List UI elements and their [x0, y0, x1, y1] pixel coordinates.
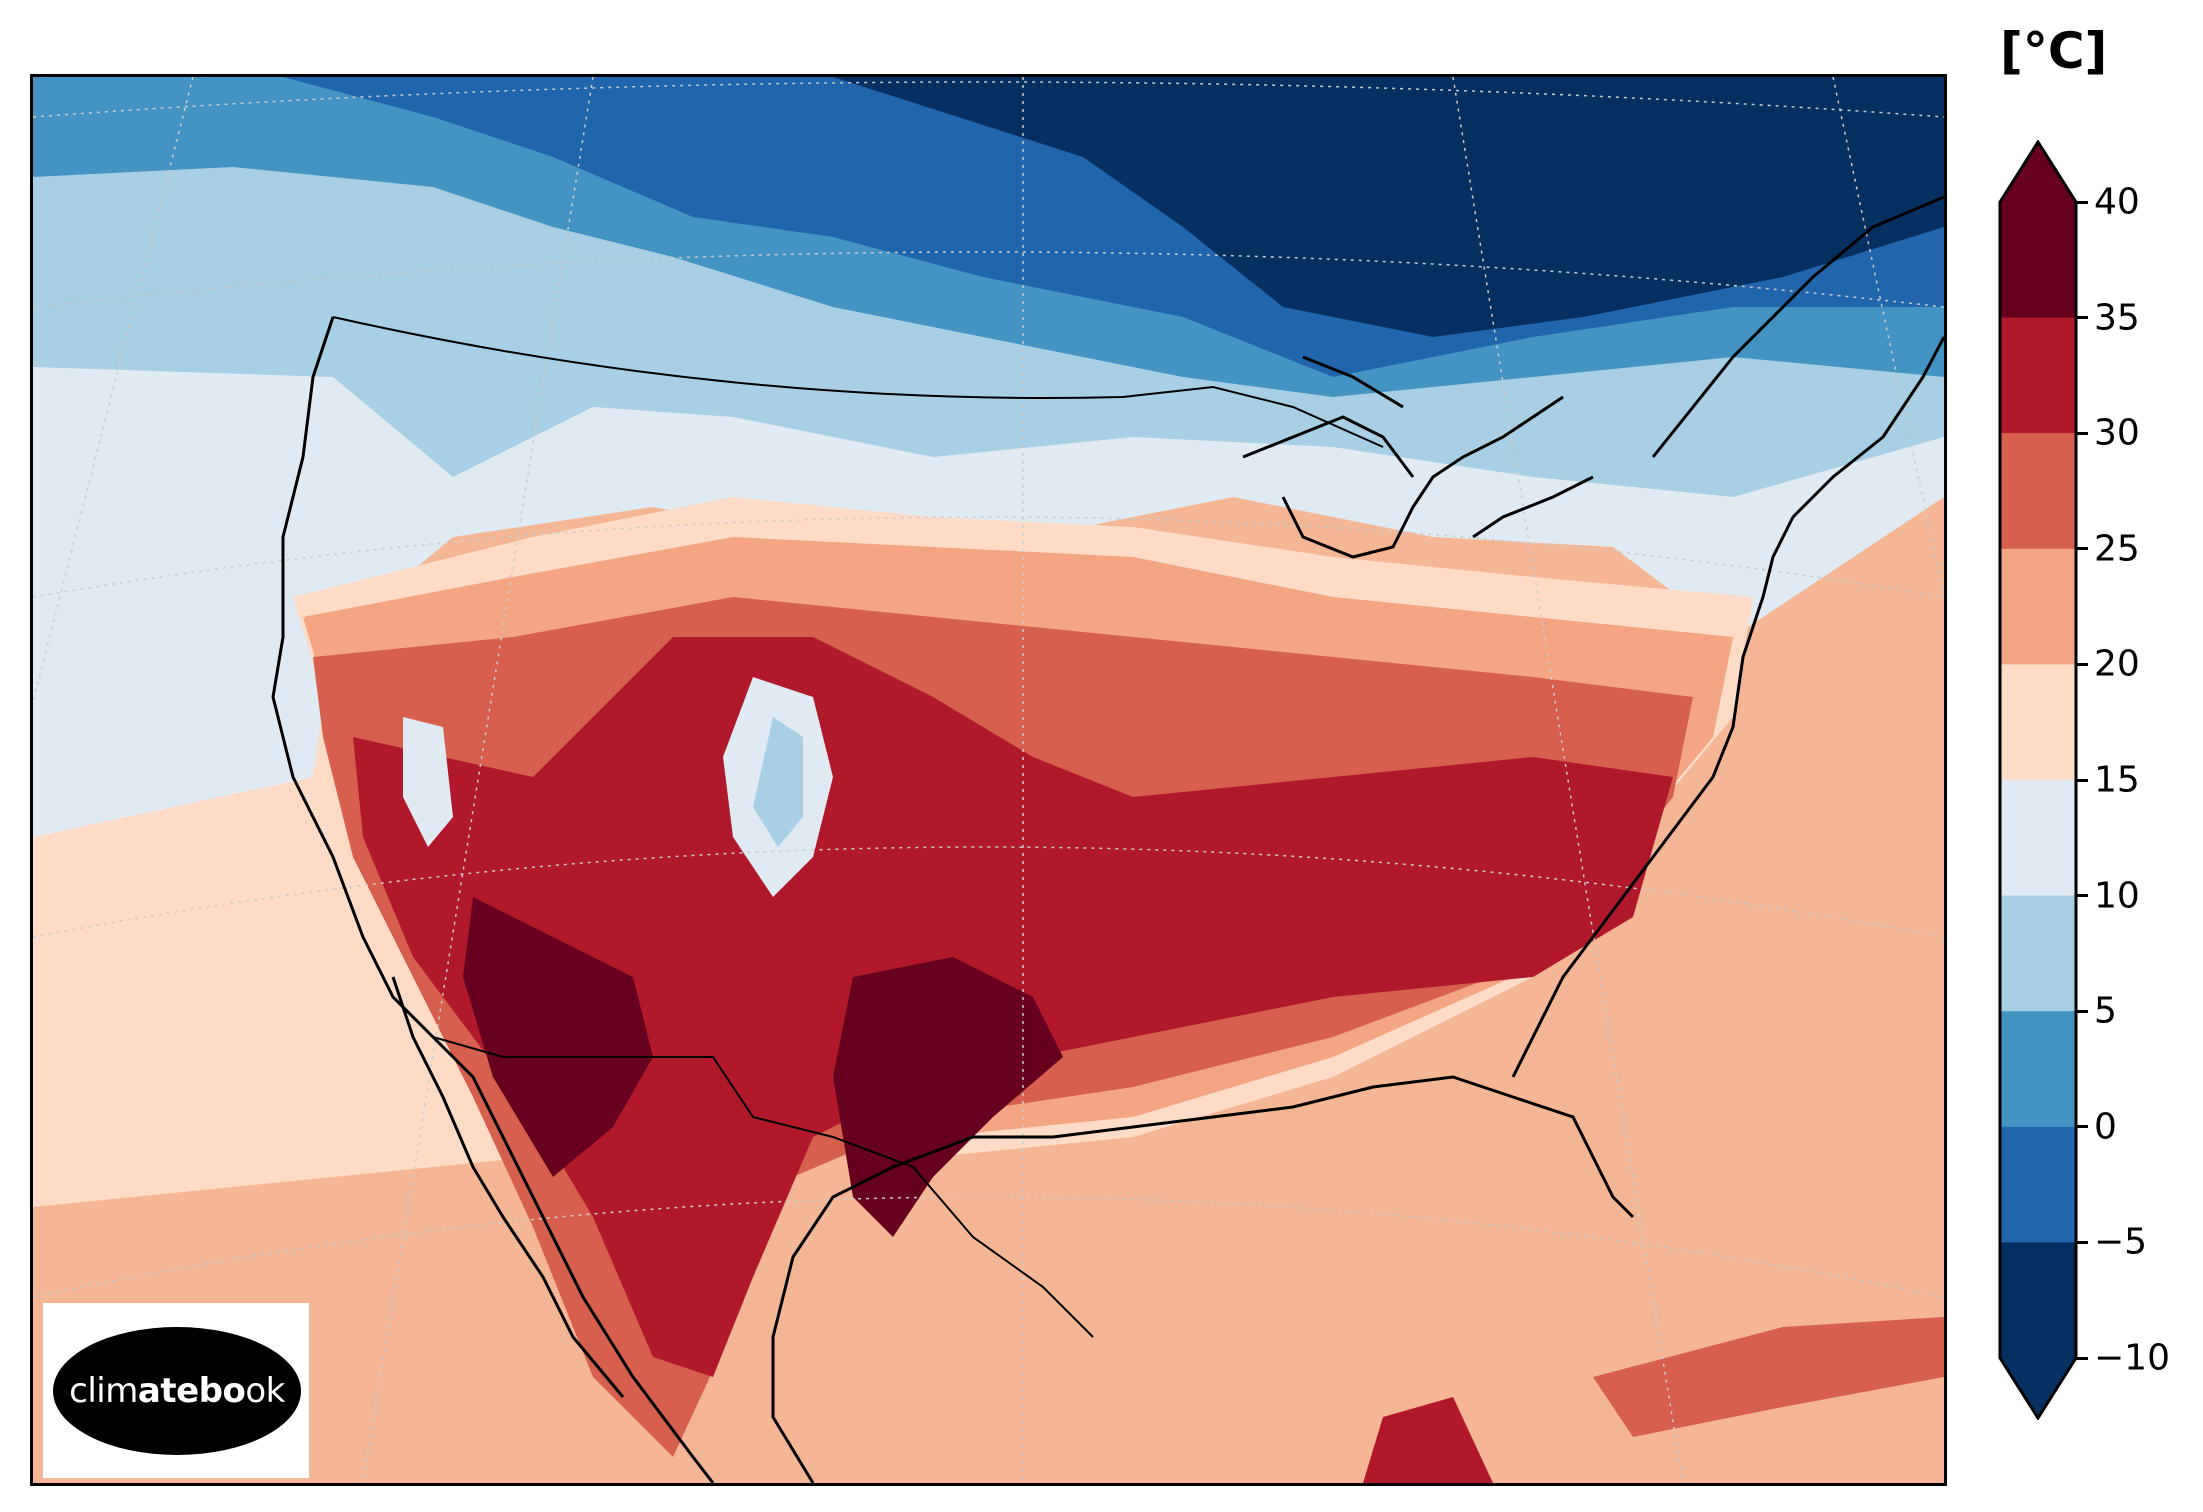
region-land-35-40-southwest	[463, 897, 653, 1177]
colorbar-tick-label: −5	[2094, 1221, 2148, 1263]
colorbar-tick-mark	[2076, 1240, 2088, 1244]
colorbar-bin	[2000, 1242, 2076, 1359]
colorbar-bin	[2000, 433, 2076, 550]
temperature-map: climatebook	[30, 74, 1947, 1486]
colorbar-tick-mark	[2076, 200, 2088, 204]
logo-text-bold: atebo	[137, 1371, 246, 1411]
region-cuba	[1593, 1317, 1944, 1437]
colorbar-tick-mark	[2076, 894, 2088, 898]
climatebook-logo: climatebook	[43, 1303, 309, 1478]
borders	[332, 316, 1384, 1338]
region-cascades-cool	[403, 717, 453, 847]
colorbar-tick-mark	[2076, 547, 2088, 551]
colorbar-tick-label: 5	[2094, 990, 2117, 1032]
colorbar-tick-label: 15	[2094, 759, 2140, 801]
colorbar-bin	[2000, 202, 2076, 319]
colorbar-tick-label: 40	[2094, 181, 2140, 223]
colorbar-bin	[2000, 895, 2076, 1012]
logo-text-light: clim	[69, 1371, 138, 1411]
colorbar-extend-bottom	[2000, 1358, 2076, 1418]
colorbar	[1998, 140, 2078, 1420]
colorbar-tick-label: 10	[2094, 875, 2140, 917]
colorbar-tick-label: 30	[2094, 412, 2140, 454]
colorbar-tick-label: 0	[2094, 1106, 2117, 1148]
region-yucatan	[1363, 1397, 1493, 1483]
colorbar-tick-mark	[2076, 431, 2088, 435]
colorbar-bin	[2000, 1126, 2076, 1243]
coastlines	[271, 195, 1944, 1483]
region-north-neg10-neg5	[833, 77, 1944, 337]
colorbar-bin	[2000, 664, 2076, 781]
colorbar-tick-mark	[2076, 1125, 2088, 1129]
colorbar-tick-label: 20	[2094, 643, 2140, 685]
colorbar-tick-mark	[2076, 1356, 2088, 1360]
graticule	[33, 77, 1944, 1483]
colorbar-tick-mark	[2076, 778, 2088, 782]
colorbar-bin	[2000, 317, 2076, 434]
logo-text-end: ok	[245, 1371, 285, 1411]
logo-text: climatebook	[69, 1371, 285, 1411]
colorbar-unit-label: [°C]	[2000, 22, 2108, 80]
colorbar-bin	[2000, 780, 2076, 897]
map-canvas	[33, 77, 1944, 1483]
colorbar-tick-label: 35	[2094, 297, 2140, 339]
colorbar-bin	[2000, 548, 2076, 665]
region-rockies-cool-2	[753, 717, 803, 847]
colorbar-extend-top	[2000, 142, 2076, 202]
colorbar-tick-mark	[2076, 1009, 2088, 1013]
colorbar-tick-mark	[2076, 662, 2088, 666]
colorbar-tick-mark	[2076, 316, 2088, 320]
logo-ellipse: climatebook	[53, 1327, 301, 1455]
colorbar-bin	[2000, 1011, 2076, 1128]
colorbar-tick-label: 25	[2094, 528, 2140, 570]
colorbar-tick-label: −10	[2094, 1337, 2170, 1379]
